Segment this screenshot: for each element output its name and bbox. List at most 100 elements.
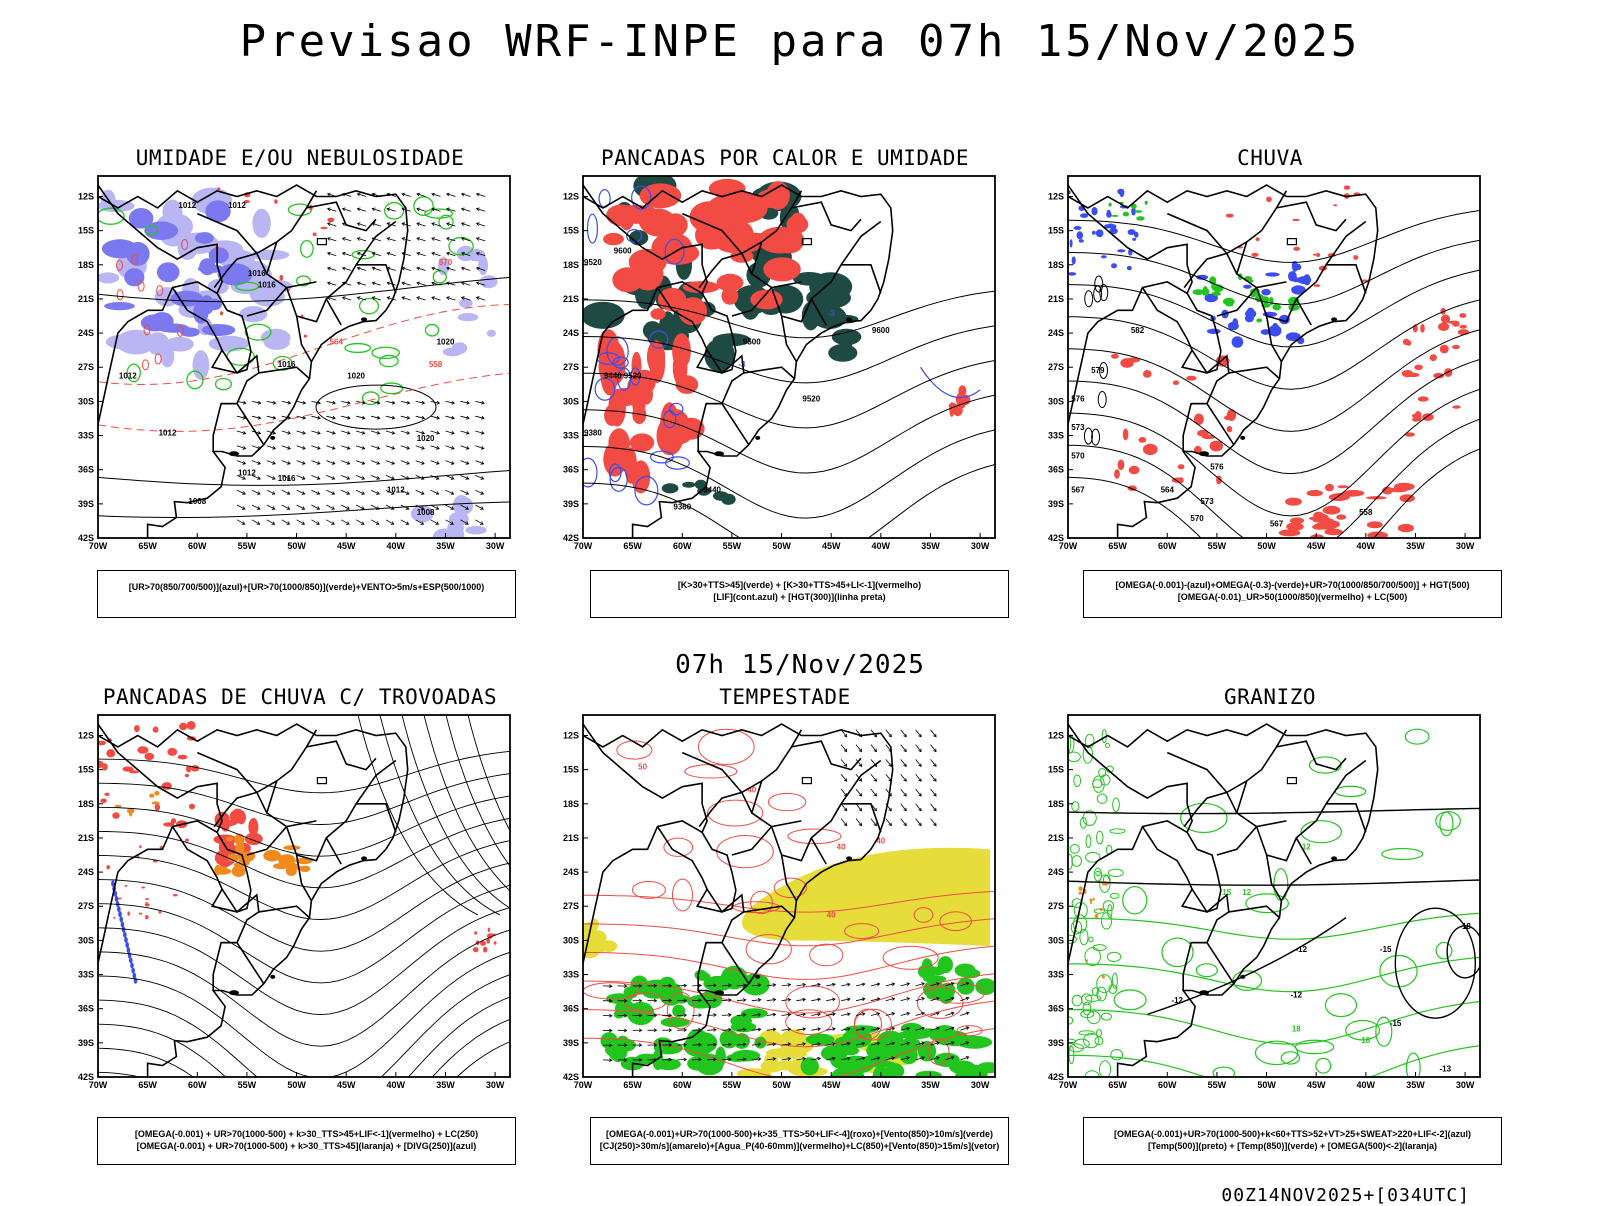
lat-label: 30S bbox=[1048, 935, 1064, 945]
legend-umidade: [UR>70(850/700/500)](azul)+[UR>70(1000/8… bbox=[97, 570, 516, 618]
contour-label: 9520 bbox=[624, 372, 642, 381]
lat-label: 36S bbox=[563, 465, 579, 475]
city-marker bbox=[361, 856, 367, 860]
rain-area-red bbox=[1433, 373, 1444, 379]
red-speckle bbox=[279, 275, 283, 281]
lon-label: 70W bbox=[89, 541, 108, 551]
jet-stream-area bbox=[773, 1049, 807, 1060]
city-marker bbox=[1240, 436, 1245, 440]
wind-area-green bbox=[930, 967, 946, 976]
thunderstorm-area-red bbox=[191, 765, 199, 771]
city-marker bbox=[1331, 856, 1337, 860]
lat-label: 27S bbox=[1048, 362, 1064, 372]
omega-area-blue bbox=[1096, 229, 1104, 237]
instability-area-red bbox=[624, 447, 637, 484]
omega-area-green bbox=[1269, 297, 1273, 305]
lat-label: 30S bbox=[563, 396, 579, 406]
humidity-area-light bbox=[193, 350, 210, 380]
rain-area-red bbox=[1422, 413, 1434, 421]
rain-area-red bbox=[1458, 329, 1469, 335]
lat-label: 39S bbox=[78, 1038, 94, 1048]
contour-label: 576 bbox=[1210, 463, 1224, 472]
lon-label: 45W bbox=[1307, 1080, 1326, 1090]
omega-area-orange bbox=[1100, 908, 1103, 911]
wind-vector bbox=[692, 1000, 701, 1001]
divergence-area-blue bbox=[121, 921, 125, 927]
lon-label: 70W bbox=[574, 1080, 593, 1090]
lon-label: 45W bbox=[337, 541, 356, 551]
thunderstorm-area-red bbox=[179, 723, 187, 730]
contour-label: 12 bbox=[1242, 888, 1251, 897]
city-marker bbox=[1331, 317, 1337, 321]
rain-area-red bbox=[1430, 354, 1437, 361]
thunderstorm-area-red bbox=[139, 845, 142, 848]
humidity-area-mid bbox=[157, 262, 180, 282]
city-marker bbox=[846, 856, 852, 860]
lat-label: 12S bbox=[563, 192, 579, 202]
map-panel-tempestade[interactable]: 404040504012S15S18S21S24S27S30S33S36S39S… bbox=[543, 711, 1003, 1106]
omega-area-blue bbox=[1134, 232, 1138, 238]
omega-area-green bbox=[1212, 292, 1221, 296]
rain-area-red bbox=[1178, 464, 1185, 469]
run-timestamp: 00Z14NOV2025+[034UTC] bbox=[1221, 1185, 1470, 1206]
instability-area-red bbox=[678, 297, 707, 325]
contour-label: 9520 bbox=[584, 258, 602, 267]
divergence-area-blue bbox=[133, 973, 137, 979]
lat-label: 15S bbox=[1048, 765, 1064, 775]
lat-label: 27S bbox=[78, 901, 94, 911]
city-marker bbox=[1240, 975, 1245, 979]
rain-area-red bbox=[1452, 345, 1460, 349]
legend-line: [OMEGA(-0.001)+UR>70(1000-500)+k>35_TTS>… bbox=[591, 1128, 1008, 1140]
lat-label: 21S bbox=[563, 833, 579, 843]
contour-label: 582 bbox=[1131, 326, 1145, 335]
thunderstorm-area-red bbox=[185, 774, 189, 777]
lat-label: 33S bbox=[1048, 431, 1064, 441]
instability-area-red bbox=[763, 257, 801, 281]
contour-label: -15 bbox=[1390, 1019, 1402, 1028]
panel-title-pancadas-trovoadas: PANCADAS DE CHUVA C/ TROVOADAS bbox=[90, 685, 510, 709]
city-marker bbox=[714, 451, 724, 456]
omega-area-blue bbox=[1072, 256, 1076, 264]
omega-area-green bbox=[1272, 304, 1281, 311]
instability-area-red bbox=[756, 189, 787, 208]
instability-area-red bbox=[639, 384, 653, 405]
omega-area-blue bbox=[1303, 274, 1311, 285]
omega-area-orange bbox=[1078, 886, 1082, 891]
red-speckle bbox=[313, 233, 317, 237]
city-marker bbox=[714, 990, 724, 995]
rain-area-red bbox=[1293, 247, 1300, 251]
map-panel-granizo[interactable]: -12-12-15-15-12-181212151818-1312S15S18S… bbox=[1028, 711, 1488, 1106]
divergence-area-blue bbox=[119, 916, 123, 922]
lon-label: 65W bbox=[1108, 541, 1127, 551]
humidity-area-mid bbox=[150, 312, 173, 331]
rain-area-red bbox=[1353, 255, 1358, 260]
omega-area-orange bbox=[1089, 899, 1092, 902]
contour-label: 1012 bbox=[228, 201, 246, 210]
lon-label: 60W bbox=[188, 1080, 207, 1090]
rain-area-red bbox=[1226, 214, 1234, 218]
thunderstorm-area-red bbox=[125, 885, 128, 887]
contour-label: 573 bbox=[1071, 423, 1085, 432]
lat-label: 21S bbox=[78, 833, 94, 843]
lon-label: 55W bbox=[238, 541, 257, 551]
rain-area-red bbox=[1143, 370, 1152, 378]
contour-label: 1012 bbox=[238, 468, 256, 477]
omega-area-blue bbox=[1292, 277, 1300, 282]
lon-label: 55W bbox=[238, 1080, 257, 1090]
thunderstorm-area-red bbox=[494, 941, 497, 944]
omega-area-blue bbox=[1068, 272, 1076, 276]
thunderstorm-area-red bbox=[185, 839, 189, 842]
lon-label: 45W bbox=[822, 1080, 841, 1090]
omega-area-green bbox=[1145, 201, 1148, 205]
wind-area-green bbox=[898, 1030, 932, 1039]
lat-label: 21S bbox=[1048, 833, 1064, 843]
legend-line: [OMEGA(-0.001) + UR>70(1000-500) + k>30_… bbox=[98, 1128, 515, 1140]
rain-area-red bbox=[1459, 325, 1467, 329]
lon-label: 40W bbox=[1357, 541, 1376, 551]
rain-area-red bbox=[1440, 345, 1449, 354]
lat-label: 24S bbox=[78, 328, 94, 338]
